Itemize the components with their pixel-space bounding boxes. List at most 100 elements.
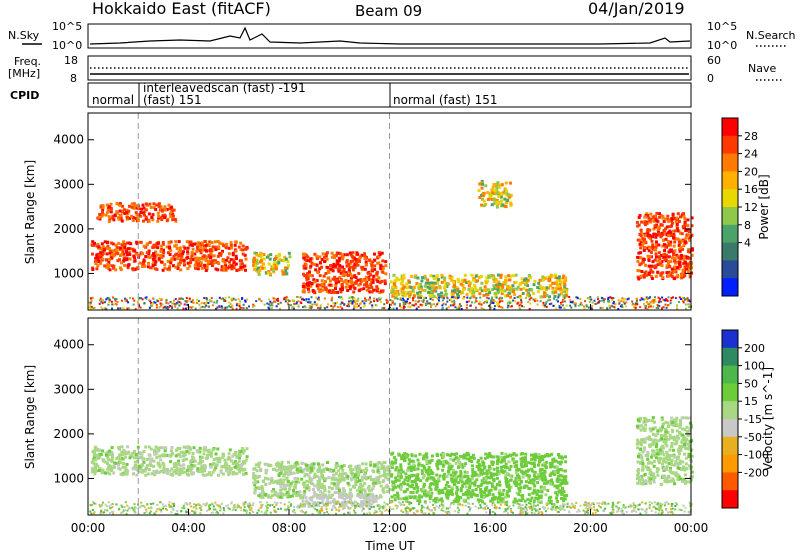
velocity-cell bbox=[451, 481, 454, 484]
velocity-cell bbox=[196, 449, 199, 452]
power-cell bbox=[90, 308, 92, 310]
power-cell bbox=[152, 303, 154, 305]
velocity-cell bbox=[300, 470, 303, 473]
velocity-cell bbox=[504, 477, 507, 480]
velocity-cell bbox=[351, 474, 354, 477]
power-cell bbox=[543, 287, 546, 290]
power-cell bbox=[143, 207, 146, 210]
velocity-cell bbox=[410, 466, 413, 469]
velocity-cell bbox=[490, 460, 493, 463]
power-cell bbox=[263, 258, 266, 261]
power-cell bbox=[197, 267, 200, 270]
velocity-cell bbox=[564, 455, 567, 458]
velocity-cell bbox=[135, 474, 138, 477]
velocity-cell bbox=[246, 447, 249, 450]
power-cell bbox=[361, 279, 364, 282]
power-cell bbox=[101, 242, 104, 245]
velocity-cell bbox=[416, 499, 419, 502]
velocity-cell bbox=[399, 463, 402, 466]
power-cell bbox=[419, 297, 421, 299]
power-cell bbox=[476, 279, 479, 282]
velocity-cell bbox=[120, 451, 123, 454]
power-cell bbox=[507, 303, 509, 305]
velocity-cell bbox=[502, 489, 505, 492]
power-cell bbox=[169, 215, 172, 218]
velocity-cell bbox=[265, 469, 268, 472]
power-cell bbox=[191, 251, 194, 254]
power-cell bbox=[429, 274, 432, 277]
velocity-cell bbox=[235, 472, 238, 475]
power-cell bbox=[663, 220, 666, 223]
power-cell bbox=[112, 218, 115, 221]
velocity-cell bbox=[496, 470, 499, 473]
velocity-cell bbox=[527, 469, 530, 472]
velocity-cell bbox=[508, 487, 511, 490]
velocity-cell bbox=[506, 455, 509, 458]
power-cell bbox=[103, 248, 106, 251]
power-cell bbox=[350, 279, 353, 282]
velocity-cell bbox=[471, 464, 474, 467]
power-cell bbox=[412, 299, 414, 301]
velocity-cell bbox=[286, 494, 289, 497]
power-cell bbox=[253, 268, 256, 271]
power-cell bbox=[661, 307, 663, 309]
power-cell bbox=[643, 216, 646, 219]
noise-left-tick-bottom: 10^0 bbox=[52, 39, 82, 52]
velocity-cell bbox=[172, 470, 175, 473]
power-cell bbox=[322, 252, 325, 255]
power-cell bbox=[421, 276, 424, 279]
power-cell bbox=[564, 297, 566, 299]
y-tick-label: 1000 bbox=[53, 266, 84, 280]
velocity-cell bbox=[455, 456, 458, 459]
velocity-cell bbox=[313, 462, 316, 465]
velocity-cell bbox=[339, 473, 342, 476]
velocity-cell bbox=[307, 474, 310, 477]
power-cell bbox=[688, 299, 690, 301]
power-cell bbox=[111, 303, 113, 305]
power-cell bbox=[407, 298, 409, 300]
power-cell bbox=[233, 298, 235, 300]
velocity-cell bbox=[191, 455, 194, 458]
power-cell bbox=[293, 300, 295, 302]
velocity-cell bbox=[178, 470, 181, 473]
power-cell bbox=[456, 308, 458, 310]
power-cell bbox=[397, 278, 400, 281]
velocity-cell bbox=[448, 492, 451, 495]
power-cell bbox=[219, 306, 221, 308]
power-cell bbox=[110, 210, 113, 213]
power-cell bbox=[369, 297, 371, 299]
power-cell bbox=[371, 307, 373, 309]
power-cell bbox=[252, 304, 254, 306]
power-cell bbox=[466, 293, 469, 296]
power-cell bbox=[560, 281, 563, 284]
power-cell bbox=[644, 234, 647, 237]
power-cell bbox=[685, 241, 688, 244]
power-cell bbox=[656, 271, 659, 274]
velocity-cell bbox=[207, 473, 210, 476]
velocity-cell bbox=[279, 472, 282, 475]
power-cell bbox=[221, 298, 223, 300]
velocity-cell bbox=[338, 489, 341, 492]
power-cell bbox=[118, 218, 121, 221]
power-cell bbox=[107, 304, 109, 306]
velocity-cell bbox=[324, 478, 327, 481]
power-cell bbox=[393, 274, 396, 277]
power-cell bbox=[675, 217, 678, 220]
power-cell bbox=[100, 298, 102, 300]
velocity-cell bbox=[422, 457, 425, 460]
velocity-cell bbox=[178, 463, 181, 466]
power-cell bbox=[269, 258, 272, 261]
power-cell bbox=[242, 245, 245, 248]
velocity-cell bbox=[337, 482, 340, 485]
velocity-cell bbox=[386, 466, 389, 469]
power-cell bbox=[623, 299, 625, 301]
power-cell bbox=[463, 297, 465, 299]
power-cell bbox=[527, 301, 529, 303]
power-cell bbox=[649, 213, 652, 216]
power-cell bbox=[520, 288, 523, 291]
power-cell bbox=[309, 307, 311, 309]
velocity-cell bbox=[132, 472, 135, 475]
velocity-cell bbox=[170, 467, 173, 470]
power-cell bbox=[169, 262, 172, 265]
